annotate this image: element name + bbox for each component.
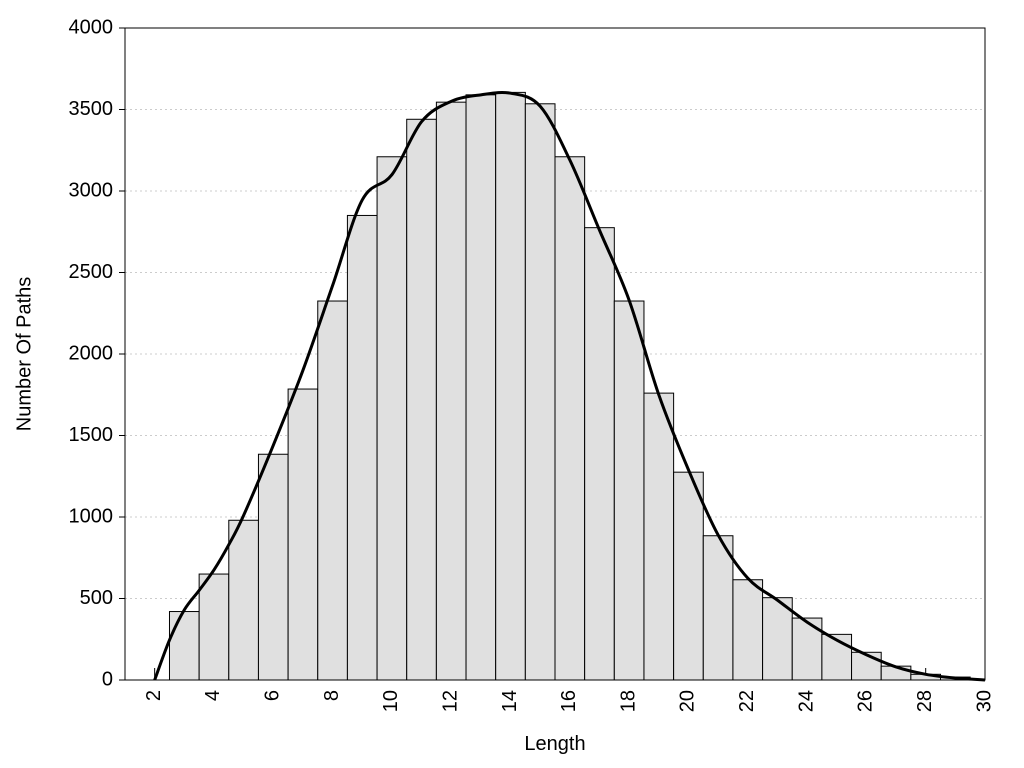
y-tick-label: 500 xyxy=(80,587,113,609)
bar xyxy=(495,91,526,681)
bar xyxy=(257,453,289,681)
y-tick-label: 3500 xyxy=(69,98,114,120)
bar xyxy=(168,611,200,681)
x-tick-label: 26 xyxy=(855,690,877,712)
plot-frame xyxy=(124,27,986,681)
bar xyxy=(762,597,793,681)
bar xyxy=(317,300,348,681)
x-tick-label: 24 xyxy=(795,690,817,712)
x-tick-label: 8 xyxy=(321,690,343,701)
x-tick-label: 30 xyxy=(973,690,995,712)
bar xyxy=(524,103,556,681)
bar xyxy=(465,94,497,681)
x-tick-label: 28 xyxy=(914,690,936,712)
y-tick-label: 1000 xyxy=(69,505,114,527)
x-tick-label: 16 xyxy=(558,690,580,712)
bar xyxy=(554,156,586,681)
bar xyxy=(346,214,378,681)
bar xyxy=(406,118,437,681)
y-tick-label: 2500 xyxy=(69,261,114,283)
x-tick-label: 14 xyxy=(499,690,521,712)
bar xyxy=(613,300,645,681)
y-tick-label: 2000 xyxy=(69,342,114,364)
y-tick-label: 3000 xyxy=(69,179,114,201)
x-tick-label: 6 xyxy=(262,690,284,701)
y-tick-label: 1500 xyxy=(69,424,114,446)
bar xyxy=(702,535,734,681)
y-tick-label: 0 xyxy=(102,668,113,690)
bar xyxy=(228,519,259,681)
x-tick-label: 12 xyxy=(439,690,461,712)
bar xyxy=(851,651,882,681)
x-tick-label: 4 xyxy=(202,690,224,701)
y-tick-label: 4000 xyxy=(69,16,114,38)
x-tick-label: 20 xyxy=(677,690,699,712)
y-axis-label: Number Of Paths xyxy=(13,277,35,432)
x-tick-label: 10 xyxy=(380,690,402,712)
bar xyxy=(584,227,615,681)
x-tick-label: 22 xyxy=(736,690,758,712)
x-axis-label: Length xyxy=(524,733,585,755)
bar xyxy=(376,156,408,681)
x-tick-label: 2 xyxy=(143,690,165,701)
x-tick-label: 18 xyxy=(617,690,639,712)
bar xyxy=(287,388,319,681)
bar xyxy=(435,101,467,681)
bar xyxy=(198,573,230,681)
bar xyxy=(643,392,675,681)
density-curve xyxy=(153,90,986,682)
bar xyxy=(732,579,764,681)
bar xyxy=(673,471,704,681)
